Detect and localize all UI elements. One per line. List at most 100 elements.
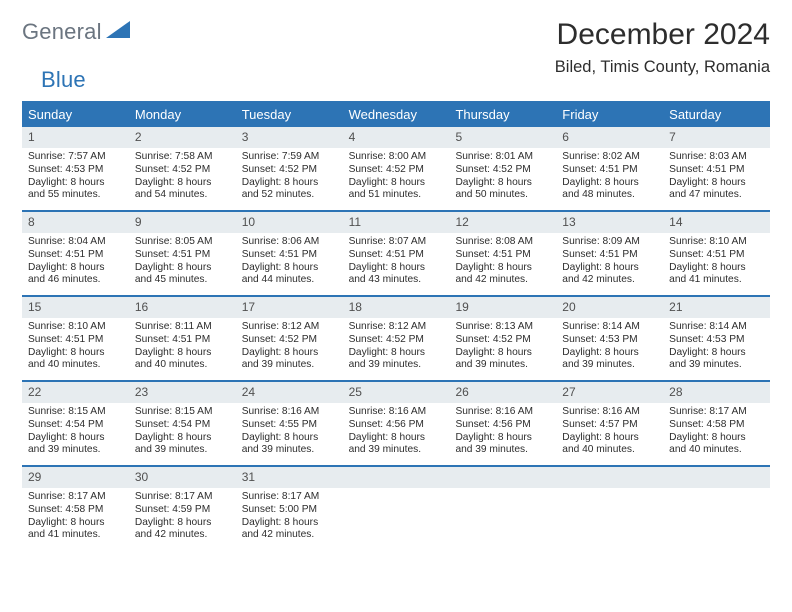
day-number-empty xyxy=(449,467,556,488)
daylight-line: and 40 minutes. xyxy=(135,359,230,372)
sunset-line: Sunset: 4:51 PM xyxy=(135,249,230,262)
daylight-line: and 51 minutes. xyxy=(349,189,444,202)
week-row: 22Sunrise: 8:15 AMSunset: 4:54 PMDayligh… xyxy=(22,382,770,467)
daylight-line: and 39 minutes. xyxy=(455,359,550,372)
sunset-line: Sunset: 4:56 PM xyxy=(349,419,444,432)
weekday-header-row: Sunday Monday Tuesday Wednesday Thursday… xyxy=(22,103,770,127)
daylight-line: Daylight: 8 hours xyxy=(349,347,444,360)
day-body: Sunrise: 8:17 AMSunset: 4:58 PMDaylight:… xyxy=(663,403,770,465)
day-body: Sunrise: 8:01 AMSunset: 4:52 PMDaylight:… xyxy=(449,148,556,210)
day-body: Sunrise: 8:14 AMSunset: 4:53 PMDaylight:… xyxy=(663,318,770,380)
daylight-line: Daylight: 8 hours xyxy=(242,432,337,445)
weekday-header: Tuesday xyxy=(236,103,343,127)
day-body: Sunrise: 8:17 AMSunset: 4:58 PMDaylight:… xyxy=(22,488,129,550)
sunset-line: Sunset: 4:51 PM xyxy=(562,249,657,262)
sunrise-line: Sunrise: 8:15 AM xyxy=(28,406,123,419)
day-cell: 12Sunrise: 8:08 AMSunset: 4:51 PMDayligh… xyxy=(449,212,556,295)
sunrise-line: Sunrise: 8:07 AM xyxy=(349,236,444,249)
daylight-line: and 46 minutes. xyxy=(28,274,123,287)
daylight-line: Daylight: 8 hours xyxy=(242,517,337,530)
day-number: 11 xyxy=(343,212,450,233)
daylight-line: Daylight: 8 hours xyxy=(562,347,657,360)
day-cell: 25Sunrise: 8:16 AMSunset: 4:56 PMDayligh… xyxy=(343,382,450,465)
day-cell xyxy=(343,467,450,550)
day-body: Sunrise: 8:10 AMSunset: 4:51 PMDaylight:… xyxy=(22,318,129,380)
sunrise-line: Sunrise: 8:16 AM xyxy=(562,406,657,419)
sunrise-line: Sunrise: 8:14 AM xyxy=(669,321,764,334)
daylight-line: Daylight: 8 hours xyxy=(669,177,764,190)
sunset-line: Sunset: 4:51 PM xyxy=(349,249,444,262)
week-row: 1Sunrise: 7:57 AMSunset: 4:53 PMDaylight… xyxy=(22,127,770,212)
day-number: 21 xyxy=(663,297,770,318)
day-cell xyxy=(449,467,556,550)
daylight-line: Daylight: 8 hours xyxy=(28,262,123,275)
daylight-line: and 42 minutes. xyxy=(242,529,337,542)
sunrise-line: Sunrise: 8:06 AM xyxy=(242,236,337,249)
daylight-line: and 40 minutes. xyxy=(28,359,123,372)
day-number: 3 xyxy=(236,127,343,148)
sunrise-line: Sunrise: 8:15 AM xyxy=(135,406,230,419)
daylight-line: Daylight: 8 hours xyxy=(28,517,123,530)
calendar-page: General December 2024 Biled, Timis Count… xyxy=(0,0,792,550)
day-body: Sunrise: 8:02 AMSunset: 4:51 PMDaylight:… xyxy=(556,148,663,210)
day-number: 26 xyxy=(449,382,556,403)
sunrise-line: Sunrise: 8:11 AM xyxy=(135,321,230,334)
week-row: 8Sunrise: 8:04 AMSunset: 4:51 PMDaylight… xyxy=(22,212,770,297)
weekday-header: Monday xyxy=(129,103,236,127)
sunset-line: Sunset: 4:51 PM xyxy=(669,249,764,262)
day-number-empty xyxy=(556,467,663,488)
sunset-line: Sunset: 4:51 PM xyxy=(455,249,550,262)
day-number: 2 xyxy=(129,127,236,148)
daylight-line: and 42 minutes. xyxy=(562,274,657,287)
daylight-line: Daylight: 8 hours xyxy=(135,347,230,360)
daylight-line: and 39 minutes. xyxy=(135,444,230,457)
daylight-line: Daylight: 8 hours xyxy=(562,432,657,445)
daylight-line: Daylight: 8 hours xyxy=(242,177,337,190)
daylight-line: Daylight: 8 hours xyxy=(28,432,123,445)
day-number: 28 xyxy=(663,382,770,403)
day-body-empty xyxy=(663,488,770,538)
day-body: Sunrise: 8:12 AMSunset: 4:52 PMDaylight:… xyxy=(236,318,343,380)
daylight-line: and 42 minutes. xyxy=(455,274,550,287)
day-body: Sunrise: 8:14 AMSunset: 4:53 PMDaylight:… xyxy=(556,318,663,380)
day-cell: 4Sunrise: 8:00 AMSunset: 4:52 PMDaylight… xyxy=(343,127,450,210)
weekday-header: Thursday xyxy=(449,103,556,127)
sunrise-line: Sunrise: 8:03 AM xyxy=(669,151,764,164)
daylight-line: and 55 minutes. xyxy=(28,189,123,202)
day-body-empty xyxy=(556,488,663,538)
day-body: Sunrise: 8:15 AMSunset: 4:54 PMDaylight:… xyxy=(22,403,129,465)
day-cell: 7Sunrise: 8:03 AMSunset: 4:51 PMDaylight… xyxy=(663,127,770,210)
daylight-line: and 39 minutes. xyxy=(455,444,550,457)
location: Biled, Timis County, Romania xyxy=(555,58,770,77)
day-body-empty xyxy=(343,488,450,538)
daylight-line: Daylight: 8 hours xyxy=(242,347,337,360)
sunrise-line: Sunrise: 7:58 AM xyxy=(135,151,230,164)
daylight-line: and 41 minutes. xyxy=(28,529,123,542)
sunset-line: Sunset: 4:54 PM xyxy=(135,419,230,432)
sunset-line: Sunset: 4:52 PM xyxy=(242,164,337,177)
day-cell: 10Sunrise: 8:06 AMSunset: 4:51 PMDayligh… xyxy=(236,212,343,295)
sunrise-line: Sunrise: 8:16 AM xyxy=(349,406,444,419)
day-body: Sunrise: 8:16 AMSunset: 4:56 PMDaylight:… xyxy=(449,403,556,465)
daylight-line: and 50 minutes. xyxy=(455,189,550,202)
sunset-line: Sunset: 4:55 PM xyxy=(242,419,337,432)
sunset-line: Sunset: 4:53 PM xyxy=(562,334,657,347)
sunset-line: Sunset: 4:51 PM xyxy=(562,164,657,177)
sunrise-line: Sunrise: 8:01 AM xyxy=(455,151,550,164)
sunrise-line: Sunrise: 8:08 AM xyxy=(455,236,550,249)
daylight-line: Daylight: 8 hours xyxy=(135,177,230,190)
daylight-line: Daylight: 8 hours xyxy=(349,432,444,445)
sunrise-line: Sunrise: 8:10 AM xyxy=(669,236,764,249)
sunrise-line: Sunrise: 8:04 AM xyxy=(28,236,123,249)
day-body: Sunrise: 8:11 AMSunset: 4:51 PMDaylight:… xyxy=(129,318,236,380)
daylight-line: and 39 minutes. xyxy=(242,359,337,372)
day-cell xyxy=(663,467,770,550)
sunrise-line: Sunrise: 8:09 AM xyxy=(562,236,657,249)
sunset-line: Sunset: 4:51 PM xyxy=(135,334,230,347)
day-body: Sunrise: 7:59 AMSunset: 4:52 PMDaylight:… xyxy=(236,148,343,210)
day-number: 29 xyxy=(22,467,129,488)
daylight-line: and 43 minutes. xyxy=(349,274,444,287)
daylight-line: Daylight: 8 hours xyxy=(242,262,337,275)
day-number: 4 xyxy=(343,127,450,148)
daylight-line: Daylight: 8 hours xyxy=(669,432,764,445)
